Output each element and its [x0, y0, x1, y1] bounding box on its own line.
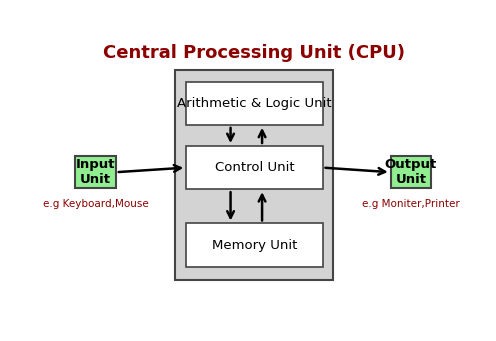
Bar: [186, 223, 322, 267]
Text: Input
Unit: Input Unit: [76, 158, 116, 186]
Text: e.g Moniter,Printer: e.g Moniter,Printer: [362, 199, 460, 209]
Text: Control Unit: Control Unit: [215, 161, 294, 174]
Text: Arithmetic & Logic Unit: Arithmetic & Logic Unit: [177, 97, 332, 110]
Bar: [391, 157, 431, 188]
Bar: [186, 146, 322, 189]
Bar: [75, 157, 116, 188]
Bar: [186, 81, 322, 125]
Text: Central Processing Unit (CPU): Central Processing Unit (CPU): [103, 44, 405, 62]
Text: e.g Keyboard,Mouse: e.g Keyboard,Mouse: [43, 199, 148, 209]
Text: Output
Unit: Output Unit: [385, 158, 437, 186]
Bar: [176, 70, 333, 280]
Text: Memory Unit: Memory Unit: [212, 239, 297, 252]
